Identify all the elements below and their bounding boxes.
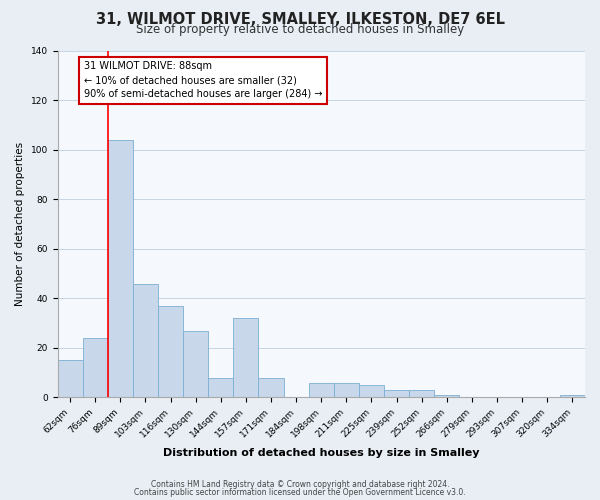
- Bar: [434, 395, 460, 398]
- Bar: [133, 284, 158, 398]
- X-axis label: Distribution of detached houses by size in Smalley: Distribution of detached houses by size …: [163, 448, 479, 458]
- Bar: [83, 338, 108, 398]
- Y-axis label: Number of detached properties: Number of detached properties: [15, 142, 25, 306]
- Bar: [334, 382, 359, 398]
- Text: 31, WILMOT DRIVE, SMALLEY, ILKESTON, DE7 6EL: 31, WILMOT DRIVE, SMALLEY, ILKESTON, DE7…: [95, 12, 505, 28]
- Bar: [233, 318, 259, 398]
- Text: 31 WILMOT DRIVE: 88sqm
← 10% of detached houses are smaller (32)
90% of semi-det: 31 WILMOT DRIVE: 88sqm ← 10% of detached…: [84, 62, 322, 100]
- Bar: [259, 378, 284, 398]
- Bar: [208, 378, 233, 398]
- Bar: [158, 306, 183, 398]
- Bar: [359, 385, 384, 398]
- Bar: [309, 382, 334, 398]
- Text: Contains public sector information licensed under the Open Government Licence v3: Contains public sector information licen…: [134, 488, 466, 497]
- Bar: [384, 390, 409, 398]
- Text: Contains HM Land Registry data © Crown copyright and database right 2024.: Contains HM Land Registry data © Crown c…: [151, 480, 449, 489]
- Bar: [409, 390, 434, 398]
- Text: Size of property relative to detached houses in Smalley: Size of property relative to detached ho…: [136, 22, 464, 36]
- Bar: [183, 330, 208, 398]
- Bar: [108, 140, 133, 398]
- Bar: [560, 395, 585, 398]
- Bar: [58, 360, 83, 398]
